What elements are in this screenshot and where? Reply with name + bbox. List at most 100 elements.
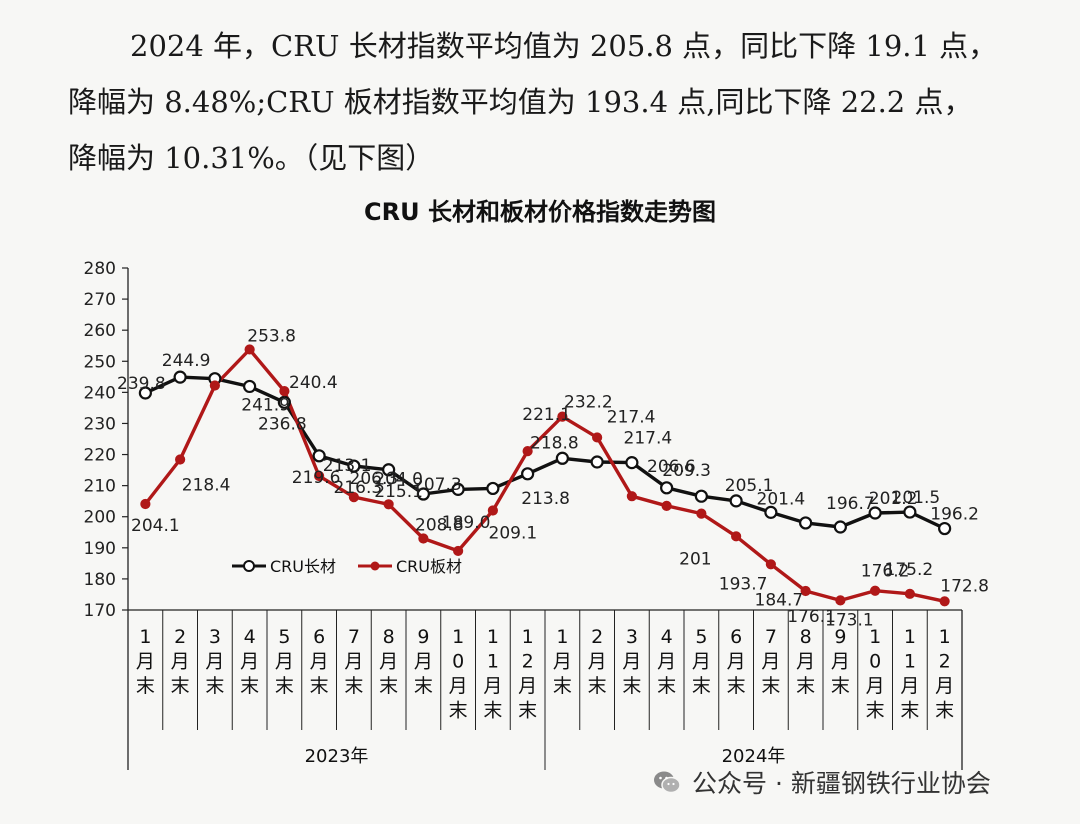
series-1-point xyxy=(312,449,326,463)
series-1-point xyxy=(486,481,500,496)
data-label: 201 xyxy=(679,550,711,570)
data-label: 201.5 xyxy=(892,488,941,508)
data-label: 217.4 xyxy=(624,429,673,449)
data-label: 209.3 xyxy=(662,461,711,481)
x-category-label: 7 月末 xyxy=(344,626,363,697)
data-label: 208.8 xyxy=(415,515,464,535)
x-category-label: 1 月末 xyxy=(553,626,572,697)
series-2-point xyxy=(939,596,950,607)
data-label: 239.8 xyxy=(117,374,166,394)
data-label: 193.7 xyxy=(719,574,768,594)
series-1-point xyxy=(347,459,361,473)
series-1-point xyxy=(555,451,569,465)
series-1-point xyxy=(625,456,639,470)
series-2-point xyxy=(453,545,464,557)
data-label: 196.2 xyxy=(930,505,979,525)
x-category-label: 3 月末 xyxy=(622,626,641,697)
x-category-label: 1 2 月末 xyxy=(935,626,954,722)
legend-label-series-2: CRU板材 xyxy=(396,557,462,576)
x-category-label: 1 1 月末 xyxy=(483,626,502,722)
series-1-point xyxy=(799,516,813,530)
data-label: 175.2 xyxy=(885,560,934,580)
data-label: 253.8 xyxy=(247,326,296,346)
data-label: 196.7 xyxy=(826,494,875,514)
x-category-label: 9 月末 xyxy=(414,626,433,697)
y-tick-label: 200 xyxy=(84,508,116,528)
series-2-point xyxy=(800,585,811,597)
y-tick-label: 230 xyxy=(84,414,116,434)
series-1-point xyxy=(277,395,291,409)
x-category-label: 5 月末 xyxy=(275,626,294,697)
data-label: 241.9 xyxy=(241,395,290,415)
chart-title: CRU 长材和板材价格指数走势图 xyxy=(364,198,716,226)
series-2-point xyxy=(696,508,707,519)
series-2-point xyxy=(348,492,359,503)
data-label: 240.4 xyxy=(289,373,338,393)
series-2-point xyxy=(731,531,742,542)
series-2-point xyxy=(487,505,498,516)
data-label: 215.1 xyxy=(374,482,423,502)
series-1-point xyxy=(938,521,952,536)
cru-index-chart: CRU 长材和板材价格指数走势图 170 180 190 200 210 220 230 24… xyxy=(84,198,989,770)
x-category-label: 5 月末 xyxy=(692,626,711,697)
y-tick-label: 220 xyxy=(84,446,116,466)
series-2-point xyxy=(209,380,220,391)
y-tick-label: 250 xyxy=(84,352,116,372)
data-label: 232.2 xyxy=(564,393,613,413)
series-1-point xyxy=(868,506,882,520)
watermark-text: 公众号 · 新疆钢铁行业协会 xyxy=(692,769,991,798)
y-tick-label: 270 xyxy=(84,290,116,310)
x-category-label: 6 月末 xyxy=(727,626,746,697)
data-label: 213.1 xyxy=(323,456,372,476)
y-tick-label: 210 xyxy=(84,477,116,497)
chart-series-lines xyxy=(144,347,946,603)
summary-line-3: 降幅为 10.31%。（见下图） xyxy=(68,141,435,175)
x-category-label: 8 月末 xyxy=(796,626,815,697)
x-category-label: 2 月末 xyxy=(171,626,190,697)
x-category-label: 1 0 月末 xyxy=(866,626,885,722)
chart-x-categories: 1 月末 2 月末 3 月末 4 月末 5 月末 6 月末 7 月末 8 月末 9 月末 1 0 月末 1 1 月末 1 2 月末 1… xyxy=(127,610,963,770)
series-1-point xyxy=(903,505,917,519)
series-2-point xyxy=(244,344,255,355)
data-label: 218.8 xyxy=(530,433,579,453)
series-2-point xyxy=(314,470,325,482)
wechat-icon xyxy=(654,771,681,794)
y-tick-label: 280 xyxy=(84,259,116,279)
x-category-label: 2 月末 xyxy=(588,626,607,697)
y-tick-label: 260 xyxy=(84,321,116,341)
series-1-point xyxy=(138,386,152,400)
series-1-point xyxy=(694,489,708,503)
chart-legend: CRU长材 CRU板材 xyxy=(232,557,462,576)
series-2-point xyxy=(904,588,915,599)
x-category-label: 1 月末 xyxy=(136,626,155,697)
data-label: 221.1 xyxy=(522,405,571,425)
summary-paragraph: 2024 年，CRU 长材指数平均值为 205.8 点，同比下降 19.1 点，… xyxy=(68,18,1058,186)
x-category-label: 7 月末 xyxy=(761,626,780,697)
data-label: 184.7 xyxy=(755,590,804,610)
series-1-point xyxy=(660,481,674,495)
series-1-point xyxy=(590,455,604,469)
data-label: 189.0 xyxy=(442,513,491,533)
series-1-point xyxy=(764,505,778,519)
series-1-point xyxy=(451,482,465,496)
series-2-point xyxy=(835,595,846,606)
data-label: 204.0 xyxy=(374,469,423,489)
data-label: 244.9 xyxy=(162,351,211,371)
data-label: 173.1 xyxy=(825,610,874,630)
year-label: 2023年 xyxy=(305,746,369,767)
series-line-2 xyxy=(144,347,945,603)
series-1-point xyxy=(173,370,187,384)
x-category-label: 3 月末 xyxy=(205,626,224,697)
data-label: 206.6 xyxy=(647,457,696,477)
series-2-point xyxy=(175,454,186,465)
x-category-label: 4 月末 xyxy=(240,626,259,697)
data-label: 206.3 xyxy=(350,469,399,489)
summary-line-2: 降幅为 8.48%;CRU 板材指数平均值为 193.4 点,同比下降 22.2… xyxy=(68,85,973,119)
data-label: 236.8 xyxy=(258,414,307,434)
legend-label-series-1: CRU长材 xyxy=(270,557,336,576)
data-label: 176.2 xyxy=(861,562,910,582)
series-2-point xyxy=(592,432,603,443)
x-category-label: 6 月末 xyxy=(310,626,329,697)
x-category-label: 1 0 月末 xyxy=(449,626,468,722)
y-tick-label: 170 xyxy=(84,601,116,621)
